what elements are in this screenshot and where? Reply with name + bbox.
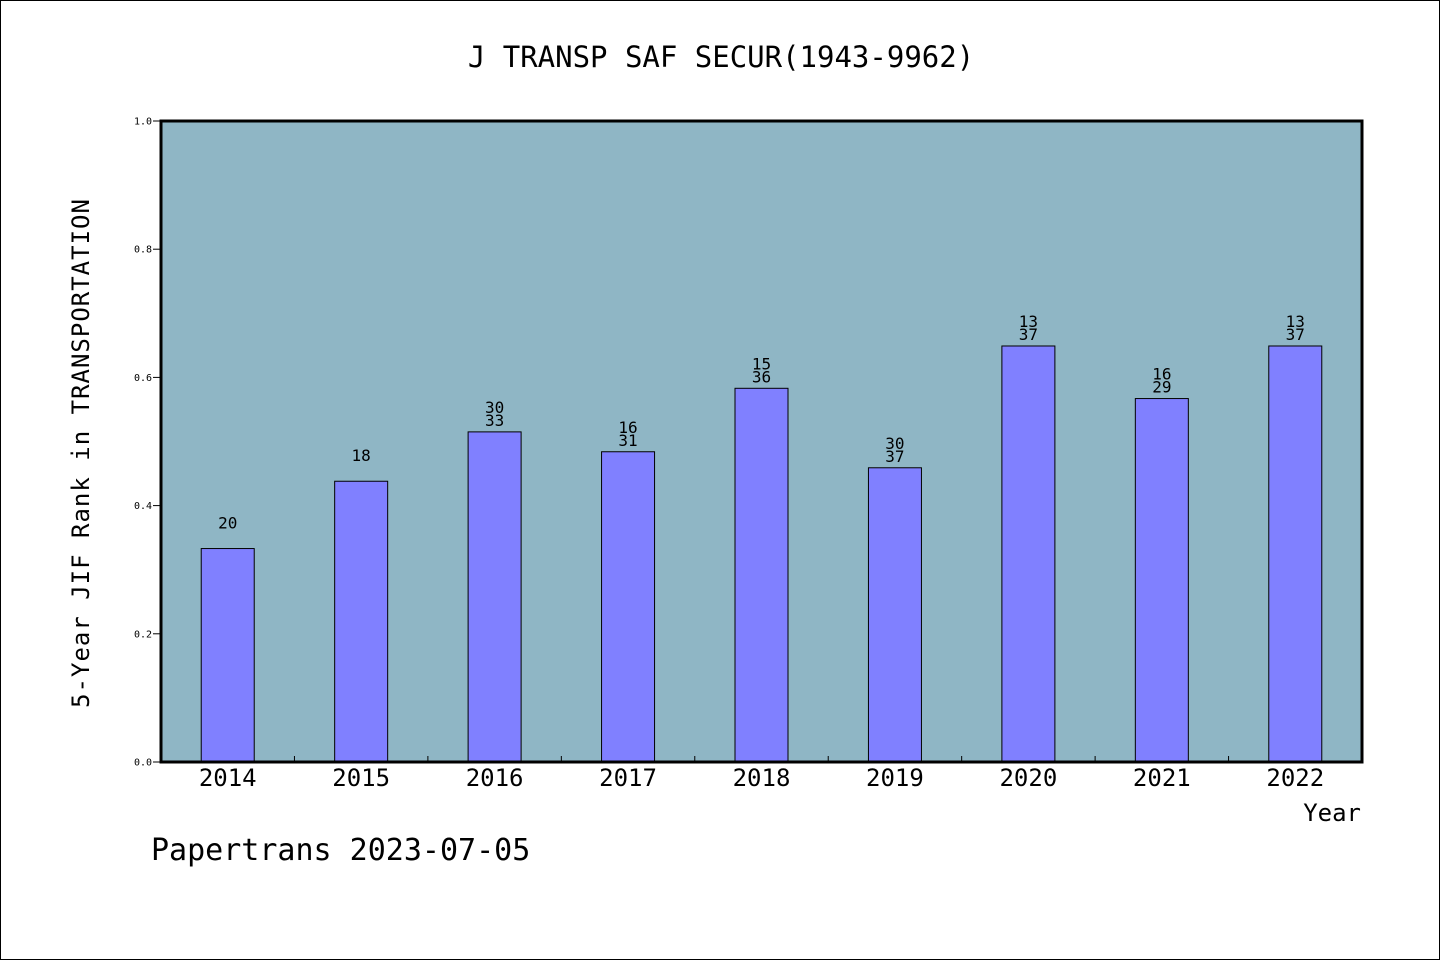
y-tick-label-0.2: 0.2 — [134, 629, 152, 640]
bar-label-bottom-2022: 37 — [1286, 325, 1305, 344]
y-tick-label-0.8: 0.8 — [134, 245, 152, 256]
x-tick-label-2018: 2018 — [733, 764, 791, 792]
bar-2022 — [1268, 345, 1323, 763]
x-tick-label-2022: 2022 — [1266, 764, 1324, 792]
bar-2021 — [1134, 398, 1189, 763]
bar-label-bottom-2020: 37 — [1019, 325, 1038, 344]
bar-label-bottom-2017: 31 — [618, 431, 637, 450]
x-tick-label-2016: 2016 — [466, 764, 524, 792]
bar-label-top-2021: 16 — [1152, 365, 1171, 384]
x-tick-label-2020: 2020 — [999, 764, 1057, 792]
bar-2020 — [1001, 345, 1056, 763]
bar-2018 — [734, 387, 789, 763]
bar-2017 — [601, 451, 656, 763]
plot-frame — [159, 119, 1364, 764]
bar-2014 — [200, 548, 255, 763]
bar-label-top-2016: 30 — [485, 398, 504, 417]
y-tick-label-1.0: 1.0 — [134, 117, 152, 128]
y-tick-label-0.0: 0.0 — [134, 758, 152, 769]
bar-label-2015: 18 — [352, 446, 371, 465]
bar-label-top-2018: 15 — [752, 354, 771, 373]
y-tick-label-0.6: 0.6 — [134, 373, 152, 384]
y-tick-label-0.4: 0.4 — [134, 501, 152, 512]
bar-2015 — [334, 480, 389, 763]
bar-label-bottom-2019: 37 — [885, 447, 904, 466]
chart-title: J TRANSP SAF SECUR(1943-9962) — [468, 40, 974, 74]
bar-label-top-2022: 13 — [1286, 312, 1305, 331]
y-axis-label: 5-Year JIF Rank in TRANSPORTATION — [67, 198, 95, 708]
bar-label-top-2017: 16 — [618, 418, 637, 437]
footer-source: Papertrans 2023-07-05 — [151, 833, 531, 868]
x-tick-label-2019: 2019 — [866, 764, 924, 792]
bar-label-bottom-2021: 29 — [1152, 378, 1171, 397]
bar-label-bottom-2018: 36 — [752, 367, 771, 386]
bar-label-2014: 20 — [218, 514, 237, 533]
bar-label-top-2020: 13 — [1019, 312, 1038, 331]
x-tick-label-2017: 2017 — [599, 764, 657, 792]
x-tick-label-2014: 2014 — [199, 764, 257, 792]
x-axis-label: Year — [1303, 799, 1361, 827]
bar-label-bottom-2016: 33 — [485, 411, 504, 430]
x-tick-label-2015: 2015 — [332, 764, 390, 792]
x-tick-label-2021: 2021 — [1133, 764, 1191, 792]
bar-2019 — [867, 467, 922, 763]
bar-2016 — [467, 431, 522, 763]
bar-label-top-2019: 30 — [885, 434, 904, 453]
